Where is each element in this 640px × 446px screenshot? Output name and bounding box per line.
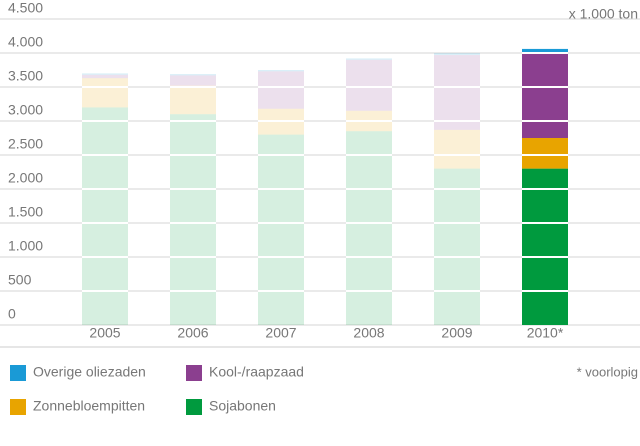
x-tick-label: 2010* [527,325,564,341]
legend-swatch [186,399,202,415]
bar-segment [434,168,480,325]
y-tick-label: 1.000 [8,238,43,254]
legend-swatch [10,399,26,415]
y-tick-label: 500 [8,272,32,288]
bar-segment [434,55,480,130]
bar-segment [82,74,128,79]
bar-segment [82,73,128,75]
bar-segment [258,70,304,72]
y-tick-label: 0 [8,306,16,322]
y-tick-label: 2.000 [8,170,43,186]
legend-label: Overige oliezaden [33,364,146,380]
y-tick-label: 2.500 [8,136,43,152]
bar-segment [82,78,128,108]
legend-swatch [186,365,202,381]
bar-segment [434,129,480,169]
y-tick-label: 4.000 [8,34,43,50]
y-tick-label: 3.000 [8,102,43,118]
bar-segment [170,85,216,115]
bar-segment [522,168,568,325]
y-tick-label: 3.500 [8,68,43,84]
bar-segment [258,134,304,325]
legend-swatch [10,365,26,381]
bar-segment [346,131,392,325]
bar-segment [170,75,216,86]
bar-segment [258,71,304,109]
legend-label: Sojabonen [209,398,276,414]
bar-segment [346,59,392,111]
x-tick-label: 2008 [353,325,384,341]
bar-segment [82,107,128,326]
y-tick-label: 1.500 [8,204,43,220]
x-tick-label: 2009 [441,325,472,341]
x-tick-label: 2005 [89,325,120,341]
y-tick-label: 4.500 [8,0,43,16]
bar-segment [170,74,216,76]
legend-label: Zonnebloempitten [33,398,145,414]
bar-segment [522,53,568,138]
bar-segment [434,53,480,56]
bar-segment [346,58,392,60]
bar-segment [522,138,568,169]
bar-segment [522,48,568,53]
legend-label: Kool-/raapzaad [209,364,304,380]
x-tick-label: 2006 [177,325,208,341]
unit-label: x 1.000 ton [569,6,638,22]
x-tick-label: 2007 [265,325,296,341]
note: * voorlopig [577,364,638,379]
bar-segment [170,114,216,325]
